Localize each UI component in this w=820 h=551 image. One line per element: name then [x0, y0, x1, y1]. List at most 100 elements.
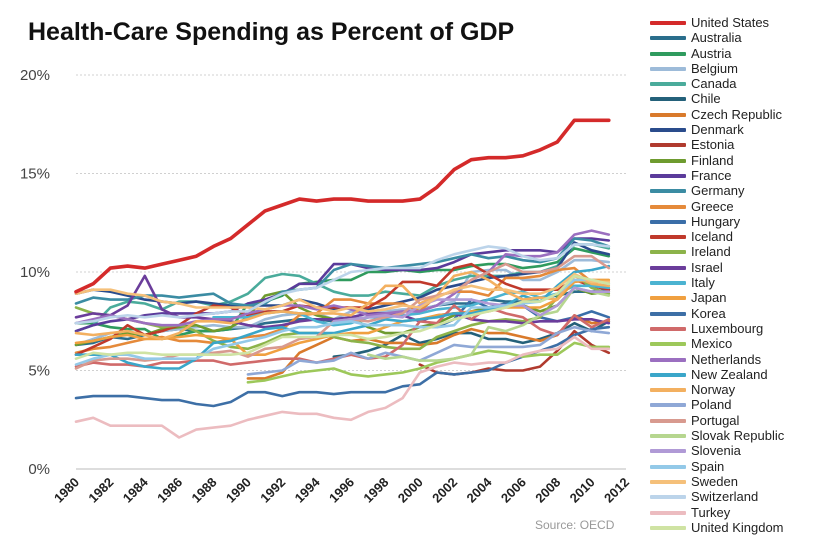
legend-label: Switzerland [691, 489, 759, 505]
series-line-ireland [74, 272, 611, 351]
series-line-israel [74, 274, 611, 329]
legend-label: United States [691, 15, 770, 30]
x-tick-label: 1998 [360, 475, 391, 506]
x-tick-label: 1984 [120, 474, 152, 506]
series-line-portugal [74, 254, 611, 370]
legend-label: Hungary [691, 213, 741, 229]
legend-label: Netherlands [691, 351, 762, 367]
legend-label: Estonia [691, 137, 735, 153]
legend-swatch [650, 128, 686, 133]
y-tick-label: 20% [20, 67, 50, 84]
legend-label: Canada [691, 76, 737, 92]
legend-swatch [650, 265, 686, 270]
legend-swatch [650, 173, 686, 178]
series-line-switzerland [74, 243, 611, 325]
line-chart: 0%5%10%15%20% 1980 1982 1984 1986 1988 1990 19… [20, 67, 632, 506]
legend-swatch [650, 204, 686, 209]
legend-swatch [650, 357, 686, 362]
series-line-slovenia [332, 286, 611, 323]
legend-label: Iceland [691, 229, 733, 245]
series-lines [74, 118, 611, 439]
legend-swatch [650, 479, 686, 484]
legend-swatch [650, 464, 686, 469]
legend-swatch [650, 250, 686, 255]
series-line-turkey [74, 335, 611, 439]
x-tick-label: 2006 [498, 475, 529, 506]
legend-swatch [650, 434, 686, 439]
legend-swatch [650, 449, 686, 454]
y-axis: 0% 5% 10% 15% 20% [20, 67, 50, 478]
x-tick-label: 1994 [292, 474, 324, 506]
series-line-france [74, 237, 611, 333]
legend-label: New Zealand [691, 366, 768, 382]
y-tick-label: 0% [28, 461, 50, 478]
series-line-united-states [74, 118, 611, 294]
legend-swatch [650, 403, 686, 408]
legend-label: Slovenia [691, 443, 741, 459]
legend-swatch [650, 189, 686, 194]
legend-label: Australia [691, 30, 742, 46]
legend-label: Luxembourg [691, 320, 764, 336]
series-line-slovak-republic [366, 286, 611, 362]
legend-swatch [650, 510, 686, 515]
y-tick-label: 5% [28, 363, 50, 380]
series-line-united-kingdom [74, 274, 611, 360]
legend-swatch [650, 82, 686, 87]
legend-label: Norway [691, 382, 736, 398]
x-tick-label: 1996 [326, 475, 357, 506]
legend-swatch [650, 525, 686, 530]
legend-label: Sweden [691, 473, 738, 489]
legend-swatch [650, 296, 686, 301]
legend-label: Belgium [691, 60, 738, 76]
legend-swatch [650, 21, 686, 25]
legend-swatch [650, 418, 686, 423]
legend-label: Japan [691, 290, 727, 306]
legend-label: Czech Republic [691, 106, 783, 122]
legend-label: Italy [691, 275, 715, 291]
legend-swatch [650, 97, 686, 102]
x-tick-label: 1982 [85, 475, 116, 506]
series-line-poland [246, 325, 611, 376]
legend-label: Mexico [691, 336, 733, 352]
series-line-sweden [74, 272, 611, 313]
legend-swatch [650, 112, 686, 117]
x-tick-label: 2004 [464, 474, 496, 506]
legend-swatch [650, 372, 686, 377]
x-tick-label: 1992 [257, 475, 288, 506]
legend-swatch [650, 66, 686, 71]
x-tick-label: 1980 [51, 475, 82, 506]
series-line-canada [74, 243, 611, 333]
legend-label: Israel [691, 259, 723, 275]
series-line-norway [74, 270, 611, 341]
gridlines [76, 74, 626, 470]
legend-swatch [650, 388, 686, 393]
series-line-mexico [246, 341, 611, 384]
x-tick-label: 2000 [395, 475, 426, 506]
legend-label: Slovak Republic [691, 428, 785, 444]
legend-label: Portugal [691, 412, 740, 428]
legend-swatch [650, 158, 686, 163]
x-tick-label: 1990 [223, 475, 254, 506]
legend-label: Korea [691, 305, 726, 321]
legend-label: Poland [691, 397, 732, 413]
x-tick-label: 1988 [189, 475, 220, 506]
legend-swatch [650, 143, 686, 148]
legend-swatch [650, 495, 686, 500]
legend-label: Finland [691, 152, 734, 168]
legend-swatch [650, 36, 686, 41]
source-note: Source: OECD [535, 518, 615, 532]
legend-swatch [650, 51, 686, 56]
legend-label: Turkey [691, 504, 731, 520]
legend-swatch [650, 281, 686, 286]
y-tick-label: 15% [20, 166, 50, 183]
legend-label: Spain [691, 458, 725, 474]
x-tick-label: 2012 [601, 475, 632, 506]
legend-swatch [650, 326, 686, 331]
legend-swatch [650, 342, 686, 347]
legend-label: Greece [691, 198, 734, 214]
chart-title: Health-Care Spending as Percent of GDP [28, 18, 515, 46]
series-line-korea [74, 325, 611, 408]
y-tick-label: 10% [20, 264, 50, 281]
x-tick-label: 2002 [429, 475, 460, 506]
legend-label: United Kingdom [691, 519, 784, 535]
